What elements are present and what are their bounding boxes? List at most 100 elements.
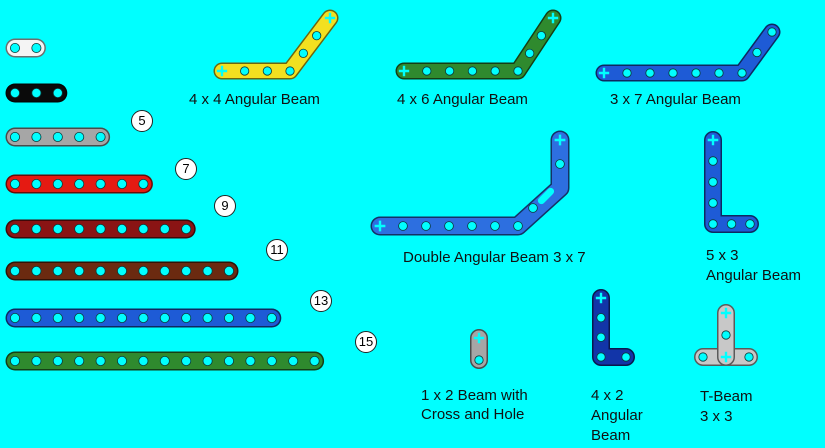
beam-length-badge-7: 7 <box>175 158 197 180</box>
beam-hole <box>9 131 20 142</box>
beam-hole <box>312 31 322 41</box>
beam-hole <box>708 198 718 208</box>
beam-hole <box>622 68 632 78</box>
beam-hole <box>138 355 149 366</box>
beam-hole <box>52 312 63 323</box>
slot-hole <box>537 187 555 205</box>
beam-hole <box>767 27 777 37</box>
beam-hole <box>117 178 128 189</box>
beam-hole <box>117 355 128 366</box>
beam-hole <box>74 178 85 189</box>
beam-hole <box>444 66 455 76</box>
beam-hole <box>74 355 85 366</box>
cross-axle-hole <box>720 351 732 363</box>
label-angular-4x2-line2: Angular <box>591 407 643 424</box>
label-angular-4x6: 4 x 6 Angular Beam <box>397 91 528 108</box>
straight-beam-3 <box>5 83 68 103</box>
beam-hole <box>31 265 42 276</box>
beam-hole <box>744 352 754 362</box>
beam-hole <box>74 312 85 323</box>
beam-hole <box>555 159 565 169</box>
beam-hole <box>245 355 256 366</box>
cross-axle-hole <box>720 307 732 319</box>
beam-hole <box>52 265 63 276</box>
cross-axle-hole <box>473 332 485 344</box>
beam-hole <box>52 223 63 234</box>
beam-hole <box>31 43 42 54</box>
beam-hole <box>95 355 106 366</box>
beam-hole <box>721 330 731 340</box>
beam-hole <box>422 66 432 76</box>
beam-hole <box>421 221 431 231</box>
beam-hole <box>52 178 63 189</box>
beam-hole <box>288 355 299 366</box>
beam-hole <box>159 265 170 276</box>
beam-length-badge-9: 9 <box>214 195 236 217</box>
beam-hole <box>31 223 42 234</box>
angular-beam-4x4 <box>213 9 339 80</box>
angular-beam-4x2 <box>592 289 635 366</box>
cross-axle-hole <box>374 220 386 232</box>
beam-hole <box>202 312 213 323</box>
beam-hole <box>9 265 20 276</box>
angular-beam-3x7 <box>595 23 781 82</box>
beam-hole <box>698 352 708 362</box>
beam-hole <box>9 88 20 99</box>
beam-hole <box>159 223 170 234</box>
cross-axle-hole <box>595 292 607 304</box>
beam-hole <box>490 221 500 231</box>
beam-hole <box>266 355 277 366</box>
t-beam-3x3 <box>694 304 758 366</box>
beam-hole <box>138 312 149 323</box>
cross-axle-hole <box>707 134 719 146</box>
beam-hole <box>752 47 762 58</box>
cross-axle-hole <box>598 67 610 79</box>
beam-hole <box>245 312 256 323</box>
beam-hole <box>9 355 20 366</box>
beam-hole <box>31 178 42 189</box>
beam-hole <box>95 223 106 234</box>
beam-hole <box>513 66 523 76</box>
straight-beam-15 <box>5 351 325 371</box>
label-angular-4x4: 4 x 4 Angular Beam <box>189 91 320 108</box>
beam-hole <box>298 48 308 58</box>
beam-hole <box>31 312 42 323</box>
straight-beam-5 <box>5 127 111 147</box>
beam-hole <box>708 177 718 187</box>
double-angular-3x7-body <box>372 132 568 234</box>
beam-hole <box>596 313 606 323</box>
beam-hole <box>9 223 20 234</box>
beam-hole <box>490 66 500 76</box>
beam-hole <box>181 312 192 323</box>
straight-beam-2 <box>5 38 46 58</box>
angular-5x3-body <box>705 132 758 232</box>
cross-axle-hole <box>398 65 410 77</box>
beam-hole <box>95 312 106 323</box>
beam-hole <box>223 312 234 323</box>
beam-hole <box>95 131 106 142</box>
beam-hole <box>714 68 724 78</box>
straight-beams-group <box>5 38 325 371</box>
beam-hole <box>737 68 747 78</box>
angular-beam-4x6 <box>395 9 562 80</box>
label-t-beam-line2: 3 x 3 <box>700 408 733 425</box>
beam-hole <box>467 221 477 231</box>
beam-hole <box>202 265 213 276</box>
beam-hole <box>117 312 128 323</box>
beam-hole <box>726 219 737 229</box>
beam-hole <box>285 66 295 76</box>
beam-hole <box>745 219 755 229</box>
beam-hole <box>52 131 63 142</box>
beam-hole <box>9 43 20 54</box>
beam-hole <box>159 355 170 366</box>
beam-length-badge-11: 11 <box>266 239 288 261</box>
label-angular-4x2-line3: Beam <box>591 427 631 444</box>
beam-hole <box>138 265 149 276</box>
straight-beam-9 <box>5 219 196 239</box>
beam-hole <box>52 88 63 99</box>
beam-hole <box>223 355 234 366</box>
cross-axle-hole <box>554 134 566 146</box>
label-angular-3x7: 3 x 7 Angular Beam <box>610 91 741 108</box>
label-double-angular-3x7: Double Angular Beam 3 x 7 <box>403 249 586 266</box>
